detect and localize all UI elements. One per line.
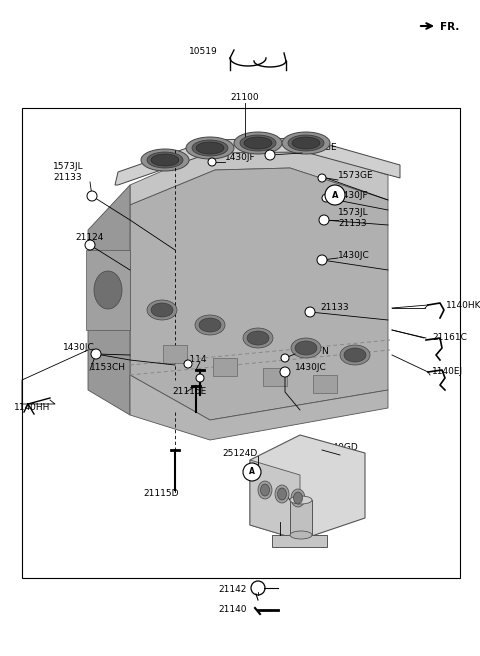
Ellipse shape	[196, 142, 224, 154]
Circle shape	[317, 255, 327, 265]
Circle shape	[91, 349, 101, 359]
Ellipse shape	[195, 315, 225, 335]
Polygon shape	[88, 185, 130, 415]
Text: 1140FN: 1140FN	[295, 348, 330, 356]
Ellipse shape	[192, 140, 228, 156]
Text: 1140GD: 1140GD	[322, 443, 359, 453]
Circle shape	[87, 191, 97, 201]
Circle shape	[265, 150, 275, 160]
Text: 25124D: 25124D	[222, 449, 257, 459]
Circle shape	[280, 367, 290, 377]
Ellipse shape	[293, 492, 302, 504]
Text: 1140HH: 1140HH	[14, 403, 50, 413]
Text: 1430JF: 1430JF	[225, 154, 256, 163]
Text: FR.: FR.	[440, 22, 459, 32]
Polygon shape	[130, 375, 388, 440]
Ellipse shape	[291, 338, 321, 358]
Circle shape	[85, 240, 95, 250]
Ellipse shape	[258, 481, 272, 499]
Ellipse shape	[243, 328, 273, 348]
Circle shape	[281, 354, 289, 362]
Text: 21522C: 21522C	[258, 516, 293, 525]
Bar	[263, 368, 287, 386]
Ellipse shape	[247, 331, 269, 345]
Polygon shape	[130, 168, 388, 420]
Ellipse shape	[282, 132, 330, 154]
Ellipse shape	[261, 484, 269, 496]
Ellipse shape	[290, 496, 312, 504]
Bar	[272, 535, 327, 547]
Circle shape	[196, 374, 204, 382]
Polygon shape	[130, 145, 388, 205]
Circle shape	[318, 174, 326, 182]
Ellipse shape	[186, 137, 234, 159]
Text: 1140EJ: 1140EJ	[432, 367, 463, 377]
Ellipse shape	[277, 488, 287, 500]
Bar	[22, 108, 460, 578]
Circle shape	[325, 185, 345, 205]
Text: 1430JC: 1430JC	[63, 344, 95, 352]
Bar	[313, 375, 337, 393]
Circle shape	[305, 307, 315, 317]
Ellipse shape	[151, 154, 179, 166]
Text: 1573GE: 1573GE	[302, 144, 337, 152]
Polygon shape	[250, 435, 365, 540]
Ellipse shape	[288, 135, 324, 151]
Text: 21115E: 21115E	[172, 388, 206, 396]
Ellipse shape	[291, 489, 305, 507]
Text: 21140: 21140	[218, 605, 247, 615]
Bar	[163, 345, 187, 363]
Bar	[290, 500, 312, 535]
Text: 21124: 21124	[75, 234, 103, 243]
Text: A: A	[332, 190, 338, 199]
Ellipse shape	[295, 341, 317, 355]
Circle shape	[208, 158, 216, 166]
Bar	[213, 358, 237, 376]
Text: 21161C: 21161C	[432, 333, 467, 342]
Ellipse shape	[94, 271, 122, 309]
Text: 1573JL
21133: 1573JL 21133	[338, 209, 369, 228]
Polygon shape	[250, 460, 300, 540]
Text: 1430JC: 1430JC	[338, 251, 370, 260]
Ellipse shape	[344, 348, 366, 362]
Ellipse shape	[147, 300, 177, 320]
Ellipse shape	[240, 135, 276, 151]
Ellipse shape	[275, 485, 289, 503]
Text: 1573JL
21133: 1573JL 21133	[53, 162, 84, 182]
Ellipse shape	[244, 137, 272, 149]
Circle shape	[319, 215, 329, 225]
Text: 1573GE: 1573GE	[338, 171, 373, 180]
Text: 1153CH: 1153CH	[90, 363, 126, 373]
Circle shape	[184, 360, 192, 368]
Circle shape	[243, 463, 261, 481]
Text: 21119B: 21119B	[258, 482, 293, 491]
Ellipse shape	[151, 303, 173, 317]
Text: A: A	[249, 468, 255, 476]
Text: 10519: 10519	[189, 47, 218, 56]
Circle shape	[322, 194, 330, 202]
Ellipse shape	[290, 531, 312, 539]
Text: 21142: 21142	[218, 586, 246, 594]
Polygon shape	[115, 138, 400, 185]
Text: 1430JC: 1430JC	[295, 363, 327, 373]
Ellipse shape	[234, 132, 282, 154]
Bar	[86, 250, 130, 330]
Text: 1140HK: 1140HK	[446, 300, 480, 310]
Ellipse shape	[141, 149, 189, 171]
Text: 1430JF: 1430JF	[338, 192, 369, 201]
Text: 21115D: 21115D	[143, 489, 179, 499]
Ellipse shape	[292, 137, 320, 149]
Text: 21114: 21114	[178, 356, 206, 365]
Ellipse shape	[147, 152, 183, 168]
Ellipse shape	[340, 345, 370, 365]
Text: 21100: 21100	[231, 94, 259, 102]
Text: 21133: 21133	[320, 304, 348, 312]
Ellipse shape	[199, 318, 221, 332]
